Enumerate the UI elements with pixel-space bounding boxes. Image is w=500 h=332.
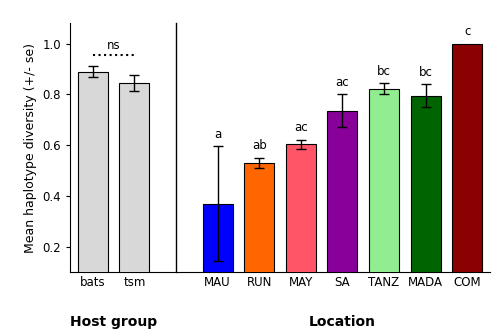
Bar [452, 43, 482, 298]
Text: c: c [464, 25, 470, 38]
Bar [328, 111, 358, 298]
Text: Host group: Host group [70, 315, 157, 329]
Text: a: a [214, 128, 221, 141]
Text: ac: ac [294, 121, 308, 134]
Bar [286, 144, 316, 298]
Text: ns: ns [107, 39, 120, 52]
Bar [202, 204, 232, 298]
Text: bc: bc [377, 65, 391, 78]
Y-axis label: Mean haplotype diversity (+/- se): Mean haplotype diversity (+/- se) [24, 43, 37, 253]
Text: bc: bc [418, 66, 432, 79]
Bar [410, 96, 440, 298]
Text: ab: ab [252, 139, 266, 152]
Bar [369, 89, 399, 298]
Bar [244, 163, 274, 298]
Bar [120, 83, 150, 298]
Text: Location: Location [309, 315, 376, 329]
Text: ac: ac [336, 76, 349, 89]
Bar [78, 71, 108, 298]
